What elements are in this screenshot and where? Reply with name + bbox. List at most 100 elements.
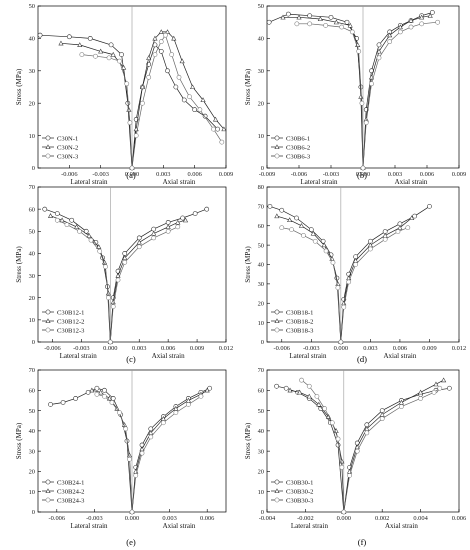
data-point [447,385,452,391]
data-point [60,400,66,405]
data-point [360,165,366,171]
y-tick-label: 60 [29,387,35,394]
data-point [87,36,93,41]
data-point [274,213,280,219]
data-point [123,426,129,432]
y-tick-label: 50 [29,3,35,10]
data-point [136,239,142,245]
data-point [285,11,291,17]
data-point [42,206,48,212]
data-point [349,29,355,35]
y-tick-label: 40 [29,251,35,258]
data-point [164,29,171,34]
y-tick-label: 0 [32,339,35,346]
data-point [418,389,424,395]
x-tick-label: 0.000 [125,515,139,522]
data-point [347,22,353,28]
data-point [98,48,104,54]
legend-swatch-marker [45,135,51,141]
data-point [58,40,64,46]
x-axis-title-axial: Axial strain [163,522,196,530]
series-c30b30-1 [274,383,452,515]
data-point [109,400,115,405]
data-point [368,74,375,80]
data-point [127,120,133,126]
y-tick-label: 60 [29,206,35,213]
data-point [339,458,345,464]
data-point [429,10,435,15]
data-point [344,19,350,25]
legend-swatch-marker [45,144,51,150]
x-tick-label: 0.012 [219,345,233,352]
chart-panel-1: -0.006 -0.003 0.000 0.003 0.006 0.009 0 10 20 30 4… [15,3,233,186]
data-point [287,217,293,222]
data-point [103,264,108,270]
data-point [69,217,75,223]
x-tick-label: 0.006 [200,515,214,522]
y-tick-label: 20 [29,100,35,107]
x-axis-title-lateral: Lateral strain [289,352,327,360]
x-tick-label: 0.000 [356,171,370,178]
x-tick-label: 0.003 [363,345,377,352]
legend-swatch-marker [45,318,51,324]
x-tick-label: 0.009 [452,171,466,178]
data-point [382,232,388,238]
data-point [140,100,145,106]
data-point [301,233,306,238]
data-point [106,295,111,301]
y-tick-label: 30 [29,448,35,455]
data-point [307,21,313,27]
data-point [169,52,175,57]
data-point [333,19,339,25]
legend-entry: C30N-2 [57,144,78,151]
data-point [171,35,177,41]
data-point [187,94,192,100]
data-point [367,242,373,248]
data-point [122,259,128,265]
data-point [316,401,322,407]
legend-entry: C30B12-3 [57,327,85,334]
y-tick-label: 40 [258,262,264,269]
y-tick-label: 20 [29,295,35,302]
data-point [108,42,114,48]
data-point [323,23,329,28]
data-point [341,300,347,306]
data-point [179,58,185,64]
data-point [129,509,135,515]
x-tick-label: -0.003 [86,515,103,522]
data-point [102,387,107,393]
y-tick-label: 40 [29,428,35,435]
x-tick-label: 0.006 [161,345,175,352]
data-point [192,211,198,216]
legend-entry: C30B24-2 [57,488,84,495]
data-point [64,222,70,228]
data-point [47,213,54,218]
data-point [133,133,139,138]
series-line [40,34,218,169]
y-tick-label: 30 [258,68,264,75]
y-axis-title: Stress (MPa) [15,422,23,459]
y-tick-label: 50 [258,408,264,415]
data-point [151,235,157,241]
y-tick-label: 50 [258,3,264,10]
legend-entry: C30B18-1 [286,309,313,316]
data-point [346,279,352,285]
series-c30b18-3 [279,225,411,345]
legend-swatch-marker [45,488,51,494]
data-point [212,116,219,122]
data-point [280,14,286,20]
series-line [296,21,438,169]
data-point [73,396,78,401]
data-point [441,377,447,383]
data-point [139,84,146,90]
data-point [219,139,225,145]
data-point [89,387,95,393]
data-point [54,211,60,216]
panel-label: (f) [358,537,367,547]
y-tick-label: 40 [29,36,35,43]
x-tick-label: -0.006 [274,345,291,352]
x-tick-label: -0.003 [73,345,90,352]
data-point [152,52,158,57]
legend-entry: C30B18-3 [286,327,314,334]
data-point [356,48,362,54]
